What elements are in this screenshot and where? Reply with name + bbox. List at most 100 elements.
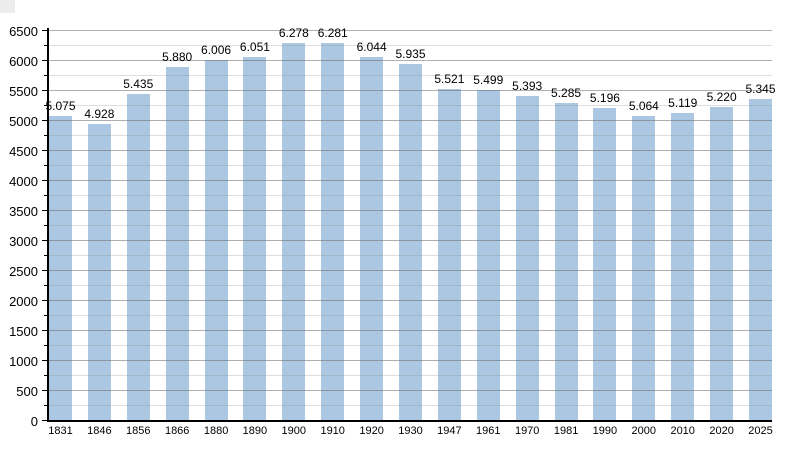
y-axis-tick <box>44 225 48 226</box>
y-axis-tick <box>44 375 48 376</box>
population-bar-1990 <box>593 108 617 420</box>
population-bar-1961 <box>476 90 500 420</box>
x-axis-tick-label: 1947 <box>437 425 462 437</box>
population-bar-1920 <box>360 57 384 420</box>
population-bar-1910 <box>321 43 345 420</box>
gridline-major <box>49 119 772 121</box>
x-axis-tick-label: 2010 <box>670 425 695 437</box>
bar-value-label: 5.435 <box>123 76 154 91</box>
y-axis-tick <box>44 195 48 196</box>
y-axis-tick <box>42 390 48 391</box>
y-axis-tick-label: 6000 <box>9 53 38 69</box>
bar-value-label: 5.064 <box>628 99 659 114</box>
plot-area: 5.075 4.928 5.435 5.880 6.006 6.051 6.278 6.281… <box>45 26 776 420</box>
y-axis-tick <box>42 30 48 31</box>
x-axis-tick-label: 2020 <box>709 425 734 437</box>
y-axis-tick <box>42 270 48 271</box>
population-bar-2000 <box>632 116 656 420</box>
y-axis-tick-label: 2000 <box>9 293 38 309</box>
bar-value-label: 6.278 <box>278 26 309 41</box>
y-axis-tick <box>44 135 48 136</box>
population-bar-1900 <box>282 43 306 420</box>
gridline-minor <box>49 164 772 166</box>
gridline-minor <box>49 224 772 226</box>
gridline-minor <box>49 104 772 106</box>
x-axis-tick-label: 1920 <box>359 425 384 437</box>
x-axis-tick-label: 1990 <box>592 425 618 437</box>
y-axis-tick <box>42 150 48 151</box>
population-bar-1831 <box>49 115 72 420</box>
y-axis-tick-label: 0 <box>30 413 38 429</box>
y-axis-tick <box>42 240 48 241</box>
population-bar-1866 <box>165 67 189 420</box>
bar-value-label: 6.281 <box>317 26 348 41</box>
population-bar-1890 <box>243 56 267 420</box>
gridline-minor <box>49 284 772 286</box>
y-axis-tick-label: 3000 <box>9 233 38 249</box>
y-axis-tick <box>44 405 48 406</box>
y-axis-tick <box>42 180 48 181</box>
y-axis-tick <box>42 330 48 331</box>
y-axis-tick-label: 1000 <box>9 353 38 369</box>
y-axis-tick <box>44 345 48 346</box>
x-axis-tick-label: 1970 <box>514 425 540 437</box>
y-axis-tick <box>42 120 48 121</box>
bar-value-label: 5.393 <box>512 79 543 94</box>
bar-value-label: 5.220 <box>706 89 737 104</box>
bar-value-label: 5.196 <box>589 91 620 106</box>
y-axis-tick-label: 3500 <box>9 203 38 219</box>
y-axis-tick-label: 4000 <box>9 173 38 189</box>
population-bar-2020 <box>710 106 734 420</box>
bar-value-label: 6.044 <box>356 40 387 55</box>
x-axis-line <box>47 420 772 422</box>
gridline-major <box>49 269 772 271</box>
x-axis-tick-label: 2000 <box>631 425 657 437</box>
y-axis-tick <box>42 420 48 421</box>
gridline-minor <box>49 254 772 256</box>
gridline-major <box>49 239 772 241</box>
population-bar-1970 <box>515 96 539 420</box>
x-axis-tick-label: 1880 <box>203 425 229 437</box>
y-axis-tick <box>44 45 48 46</box>
y-axis-tick-label: 2500 <box>9 263 38 279</box>
y-axis-tick <box>44 255 48 256</box>
y-axis-tick <box>42 300 48 301</box>
bar-value-label: 6.006 <box>201 42 232 57</box>
bar-value-label: 5.345 <box>745 82 776 97</box>
x-axis-tick-label: 2025 <box>748 425 773 437</box>
y-axis-tick <box>44 285 48 286</box>
y-axis-tick-label: 6500 <box>9 23 38 39</box>
population-bar-1846 <box>87 124 111 420</box>
y-axis-tick <box>42 210 48 211</box>
population-bar-1930 <box>399 63 422 420</box>
bar-value-label: 5.075 <box>45 98 76 113</box>
gridline-minor <box>49 194 772 196</box>
bar-value-label: 5.285 <box>551 85 582 100</box>
gridline-minor <box>49 374 772 376</box>
y-axis-tick <box>42 90 48 91</box>
bar-value-label: 5.935 <box>395 46 426 61</box>
gridline-major <box>49 179 772 181</box>
y-axis-tick <box>44 315 48 316</box>
gridline-major <box>49 299 772 301</box>
x-axis-tick-label: 1831 <box>48 425 73 437</box>
gridline-minor <box>49 344 772 346</box>
y-axis-tick <box>44 75 48 76</box>
x-axis-tick-label: 1910 <box>320 425 345 437</box>
bar-value-label: 5.521 <box>434 71 465 86</box>
y-axis-tick-label: 4500 <box>9 143 38 159</box>
y-axis-line <box>47 28 49 420</box>
gridline-minor <box>49 314 772 316</box>
x-axis-tick-label: 1900 <box>281 425 307 437</box>
y-axis-tick <box>42 360 48 361</box>
gridline-major <box>49 389 772 391</box>
x-axis-tick-label: 1981 <box>553 425 579 437</box>
gridline-minor <box>49 404 772 406</box>
gridline-major <box>49 329 772 331</box>
population-bar-1856 <box>126 93 150 420</box>
y-axis-tick <box>44 165 48 166</box>
x-axis-tick-label: 1961 <box>476 425 501 437</box>
bar-value-label: 6.051 <box>239 39 270 54</box>
bar-value-label: 5.119 <box>668 95 698 110</box>
